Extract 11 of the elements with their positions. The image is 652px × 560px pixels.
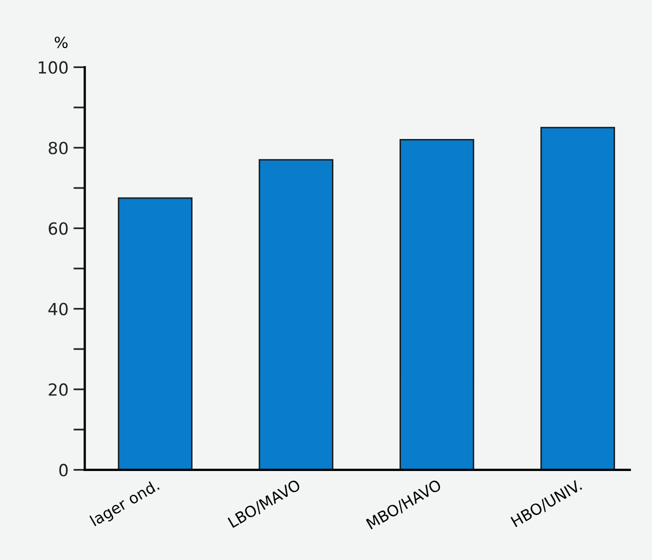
bar <box>400 138 474 470</box>
bar <box>540 126 616 470</box>
y-tick-label: 100 <box>38 61 68 74</box>
y-tick-label: 40 <box>48 302 68 316</box>
y-axis-title: % <box>54 36 68 48</box>
y-tick-label: 0 <box>59 464 68 476</box>
y-tick-label: 80 <box>48 142 68 154</box>
bar <box>258 159 334 470</box>
y-tick-label: 20 <box>48 383 68 396</box>
y-tick-label: 60 <box>48 222 68 235</box>
bar <box>118 197 192 470</box>
